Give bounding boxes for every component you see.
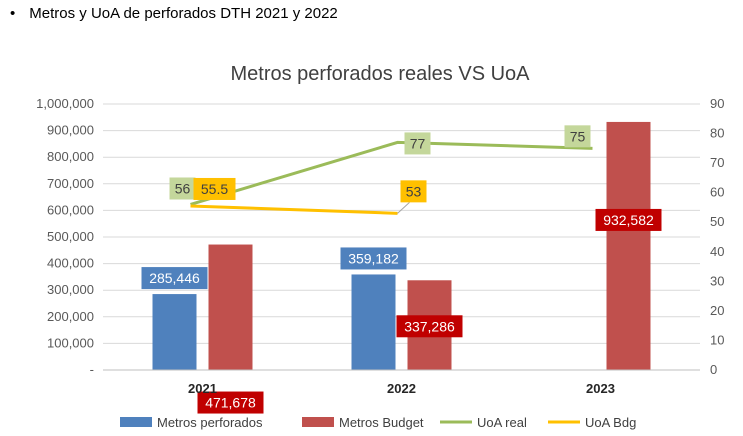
bullet-heading: • Metros y UoA de perforados DTH 2021 y … xyxy=(10,5,338,22)
y-tick-label: 800,000 xyxy=(47,149,94,164)
legend-swatch xyxy=(302,417,334,427)
bar xyxy=(351,274,396,370)
y-tick-label: 100,000 xyxy=(47,335,94,350)
data-label-box xyxy=(340,247,407,270)
y2-tick-label: 50 xyxy=(710,214,724,229)
line-series-group xyxy=(190,140,593,215)
data-label-box xyxy=(141,267,208,290)
x-tick-label: 2021 xyxy=(188,381,217,396)
legend-swatch xyxy=(120,417,152,427)
y2-tick-label: 30 xyxy=(710,273,724,288)
bar xyxy=(208,244,253,370)
data-label-box xyxy=(404,132,431,155)
bullet-symbol: • xyxy=(10,5,16,22)
y-axis-right: 0 10 20 30 40 50 60 70 80 90 xyxy=(710,96,724,377)
data-label-box xyxy=(197,391,264,414)
y2-tick-label: 40 xyxy=(710,244,724,259)
line-data-label: 56 xyxy=(169,177,196,200)
y-tick-label: 900,000 xyxy=(47,123,94,138)
bar-data-label: 285,446 xyxy=(141,267,208,290)
y2-tick-label: 70 xyxy=(710,155,724,170)
y-axis-left: - 100,000 200,000 300,000 400,000 500,000 600,… xyxy=(36,96,94,377)
y2-tick-label: 20 xyxy=(710,303,724,318)
y-tick-label: 400,000 xyxy=(47,256,94,271)
data-label-box xyxy=(193,177,236,200)
legend-label: UoA Bdg xyxy=(585,415,636,430)
data-label-box xyxy=(400,180,427,203)
bar xyxy=(606,121,651,370)
data-label-text: 359,182 xyxy=(348,250,399,266)
line-data-label: 55.5 xyxy=(193,177,236,200)
data-label-box xyxy=(564,125,591,148)
legend: Metros perforados Metros Budget UoA real Uo… xyxy=(120,415,636,430)
y2-tick-label: 90 xyxy=(710,96,724,111)
bar-data-label: 337,286 xyxy=(396,315,463,338)
bullet-text: Metros y UoA de perforados DTH 2021 y 20… xyxy=(29,5,338,22)
data-label-text: 337,286 xyxy=(404,318,455,334)
data-label-box xyxy=(169,177,196,200)
y2-tick-label: 10 xyxy=(710,332,724,347)
data-labels-group: 285,446 359,182 471,678 337,286 932,582 56 77 7… xyxy=(141,125,662,414)
data-label-text: 471,678 xyxy=(205,395,256,411)
data-label-box xyxy=(595,208,662,231)
line-data-label: 77 xyxy=(404,132,431,155)
x-tick-label: 2022 xyxy=(387,381,416,396)
data-label-text: 56 xyxy=(175,180,191,196)
y-tick-label: 200,000 xyxy=(47,309,94,324)
bar xyxy=(152,294,197,370)
y-tick-label: 300,000 xyxy=(47,282,94,297)
line-data-label: 75 xyxy=(564,125,591,148)
y-tick-label: 1,000,000 xyxy=(36,96,94,111)
y-tick-label: 500,000 xyxy=(47,229,94,244)
legend-item: UoA real xyxy=(440,415,527,430)
chart-title: Metros perforados reales VS UoA xyxy=(230,63,530,85)
line-series xyxy=(190,140,593,206)
data-label-text: 53 xyxy=(406,183,422,199)
legend-item: UoA Bdg xyxy=(548,415,636,430)
data-label-text: 932,582 xyxy=(603,212,654,228)
data-label-text: 285,446 xyxy=(149,270,200,286)
bar-series-group xyxy=(152,121,651,370)
legend-label: UoA real xyxy=(477,415,527,430)
y-tick-label: - xyxy=(90,362,94,377)
x-axis: 2021 2022 2023 xyxy=(103,369,700,396)
y2-tick-label: 80 xyxy=(710,126,724,141)
bar-data-label: 359,182 xyxy=(340,247,407,270)
y-tick-label: 600,000 xyxy=(47,202,94,217)
x-tick-label: 2023 xyxy=(586,381,615,396)
data-label-text: 75 xyxy=(570,128,586,144)
y2-tick-label: 0 xyxy=(710,362,717,377)
bar-data-label: 471,678 xyxy=(197,391,264,414)
legend-label: Metros Budget xyxy=(339,415,424,430)
y-tick-label: 700,000 xyxy=(47,176,94,191)
legend-item: Metros Budget xyxy=(302,415,424,430)
line-series xyxy=(190,204,398,215)
line-data-label: 53 xyxy=(400,180,427,203)
data-label-text: 77 xyxy=(410,135,426,151)
legend-item: Metros perforados xyxy=(120,415,263,430)
y2-tick-label: 60 xyxy=(710,185,724,200)
bar-data-label: 932,582 xyxy=(595,208,662,231)
legend-label: Metros perforados xyxy=(157,415,263,430)
data-label-box xyxy=(396,315,463,338)
data-label-text: 55.5 xyxy=(201,181,228,197)
label-leader-line xyxy=(397,201,410,214)
